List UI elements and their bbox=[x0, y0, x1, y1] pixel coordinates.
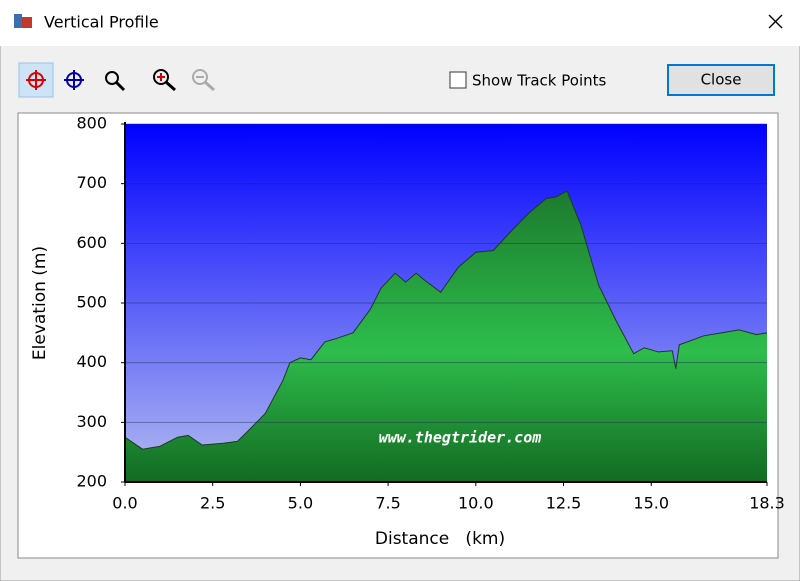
y-tick-label: 500 bbox=[76, 293, 107, 312]
y-tick-label: 300 bbox=[76, 412, 107, 431]
x-tick-label: 10.0 bbox=[458, 494, 494, 513]
area-outline bbox=[124, 190, 768, 450]
y-tick-label: 700 bbox=[76, 173, 107, 192]
toolbar-icons bbox=[26, 69, 215, 92]
y-tick-label: 600 bbox=[76, 233, 107, 252]
y-tick-label: 200 bbox=[76, 472, 107, 491]
watermark: www.thegtrider.com bbox=[379, 429, 542, 447]
close-button[interactable] bbox=[667, 64, 775, 96]
checkbox[interactable] bbox=[449, 71, 467, 89]
area bbox=[125, 190, 767, 482]
close-button-label[interactable]: Close bbox=[701, 71, 742, 89]
x-tick-label: 0.0 bbox=[112, 494, 137, 513]
y-tick-label: 800 bbox=[76, 114, 107, 133]
x-tick-label: 18.3 bbox=[749, 494, 785, 513]
checkbox-label[interactable]: Show Track Points bbox=[472, 72, 607, 90]
chart: 200 300 400 500 600 700 800 0.0 2.5 5.0 7.5 10.0 12.… bbox=[30, 114, 785, 550]
window-title: Vertical Profile bbox=[44, 13, 159, 32]
y-tick-label: 400 bbox=[76, 352, 107, 371]
x-tick-label: 2.5 bbox=[200, 494, 225, 513]
close-x[interactable] bbox=[768, 14, 783, 29]
x-axis-label: Distance (km) bbox=[375, 529, 505, 549]
title-bar bbox=[0, 0, 800, 46]
x-tick-label: 5.0 bbox=[288, 494, 313, 513]
x-tick-label: 7.5 bbox=[375, 494, 400, 513]
x-tick-label: 12.5 bbox=[546, 494, 582, 513]
app-icon bbox=[14, 14, 32, 28]
x-tick-label: 15.0 bbox=[633, 494, 669, 513]
y-axis-label: Elevation (m) bbox=[30, 246, 50, 360]
